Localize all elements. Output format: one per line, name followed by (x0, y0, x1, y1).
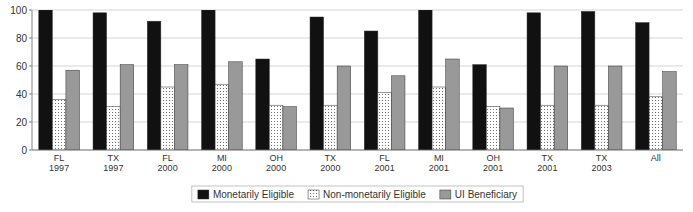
y-tick-label: 100 (10, 5, 27, 16)
y-tick (29, 10, 32, 11)
y-tick (29, 122, 32, 123)
bar (581, 11, 595, 150)
bar (107, 107, 121, 150)
legend-frame (192, 186, 523, 202)
bar (554, 66, 568, 150)
bar (364, 31, 378, 150)
bar (541, 105, 555, 150)
bar (215, 84, 229, 150)
bar (147, 21, 161, 150)
legend-label: Monetarily Eligible (213, 189, 295, 200)
chart-container: 0 20 40 60 80 100 FL1997 TX1997 FL2000 MI2000 OH20… (0, 0, 693, 212)
bar-series (39, 10, 649, 150)
bar (229, 62, 243, 150)
x-tick-label: FL2001 (375, 153, 395, 173)
y-tick (29, 66, 32, 67)
chart-svg: 0 20 40 60 80 100 FL1997 TX1997 FL2000 MI2000 OH20… (0, 0, 693, 212)
bar (595, 105, 609, 150)
y-tick (29, 150, 32, 151)
bar (93, 13, 107, 150)
bar (446, 59, 460, 150)
bar-series (52, 84, 662, 150)
y-axis: 0 20 40 60 80 100 (10, 5, 683, 156)
bar (486, 107, 500, 150)
bar (337, 66, 351, 150)
legend-label: Non-monetarily Eligible (323, 189, 426, 200)
x-tick-label: TX2000 (320, 153, 340, 173)
grid-line (32, 10, 683, 11)
bar (527, 13, 541, 150)
y-tick (29, 38, 32, 39)
bar (324, 105, 338, 150)
bar (66, 70, 80, 150)
x-tick-label: MI2001 (429, 153, 449, 173)
x-tick-label: FL1997 (49, 153, 69, 173)
y-tick-label: 60 (16, 61, 28, 72)
bar (310, 17, 324, 150)
bar (636, 23, 650, 150)
bar (391, 76, 405, 150)
bar (120, 65, 134, 150)
x-axis: FL1997 TX1997 FL2000 MI2000 OH2000 TX2000 FL20… (49, 153, 661, 173)
y-tick-label: 0 (21, 145, 27, 156)
bar (378, 93, 392, 150)
x-axis-line (32, 150, 683, 151)
y-axis-line (32, 10, 33, 150)
legend-label: UI Beneficiary (455, 189, 517, 200)
bar (608, 66, 622, 150)
y-tick-label: 40 (16, 89, 28, 100)
bar (500, 108, 514, 150)
bar (649, 97, 663, 150)
bar (283, 107, 297, 150)
legend: Monetarily Eligible Non-monetarily Eligib… (192, 186, 523, 202)
bar (52, 100, 66, 150)
x-tick-label: OH2000 (266, 153, 286, 173)
bar (39, 10, 53, 150)
y-tick-label: 80 (16, 33, 28, 44)
x-tick-label: TX2001 (537, 153, 557, 173)
x-tick-label: TX2003 (592, 153, 612, 173)
x-tick-label: MI2000 (212, 153, 232, 173)
legend-swatch (440, 190, 451, 199)
y-tick (29, 94, 32, 95)
x-tick-label: All (651, 153, 661, 163)
bar (256, 59, 270, 150)
bar (419, 10, 433, 150)
grid-line (32, 150, 683, 151)
x-tick-label: TX1997 (103, 153, 123, 173)
x-tick-label: OH2001 (483, 153, 503, 173)
bars (39, 10, 676, 150)
bar (663, 72, 677, 150)
x-tick-label: FL2000 (158, 153, 178, 173)
bar (269, 105, 283, 150)
legend-swatch (198, 190, 209, 199)
bar (432, 87, 446, 150)
bar (473, 65, 487, 150)
bar (161, 87, 175, 150)
y-tick-label: 20 (16, 117, 28, 128)
bar-series (66, 59, 676, 150)
bar (202, 10, 216, 150)
legend-swatch (308, 190, 319, 199)
bar (174, 65, 188, 150)
